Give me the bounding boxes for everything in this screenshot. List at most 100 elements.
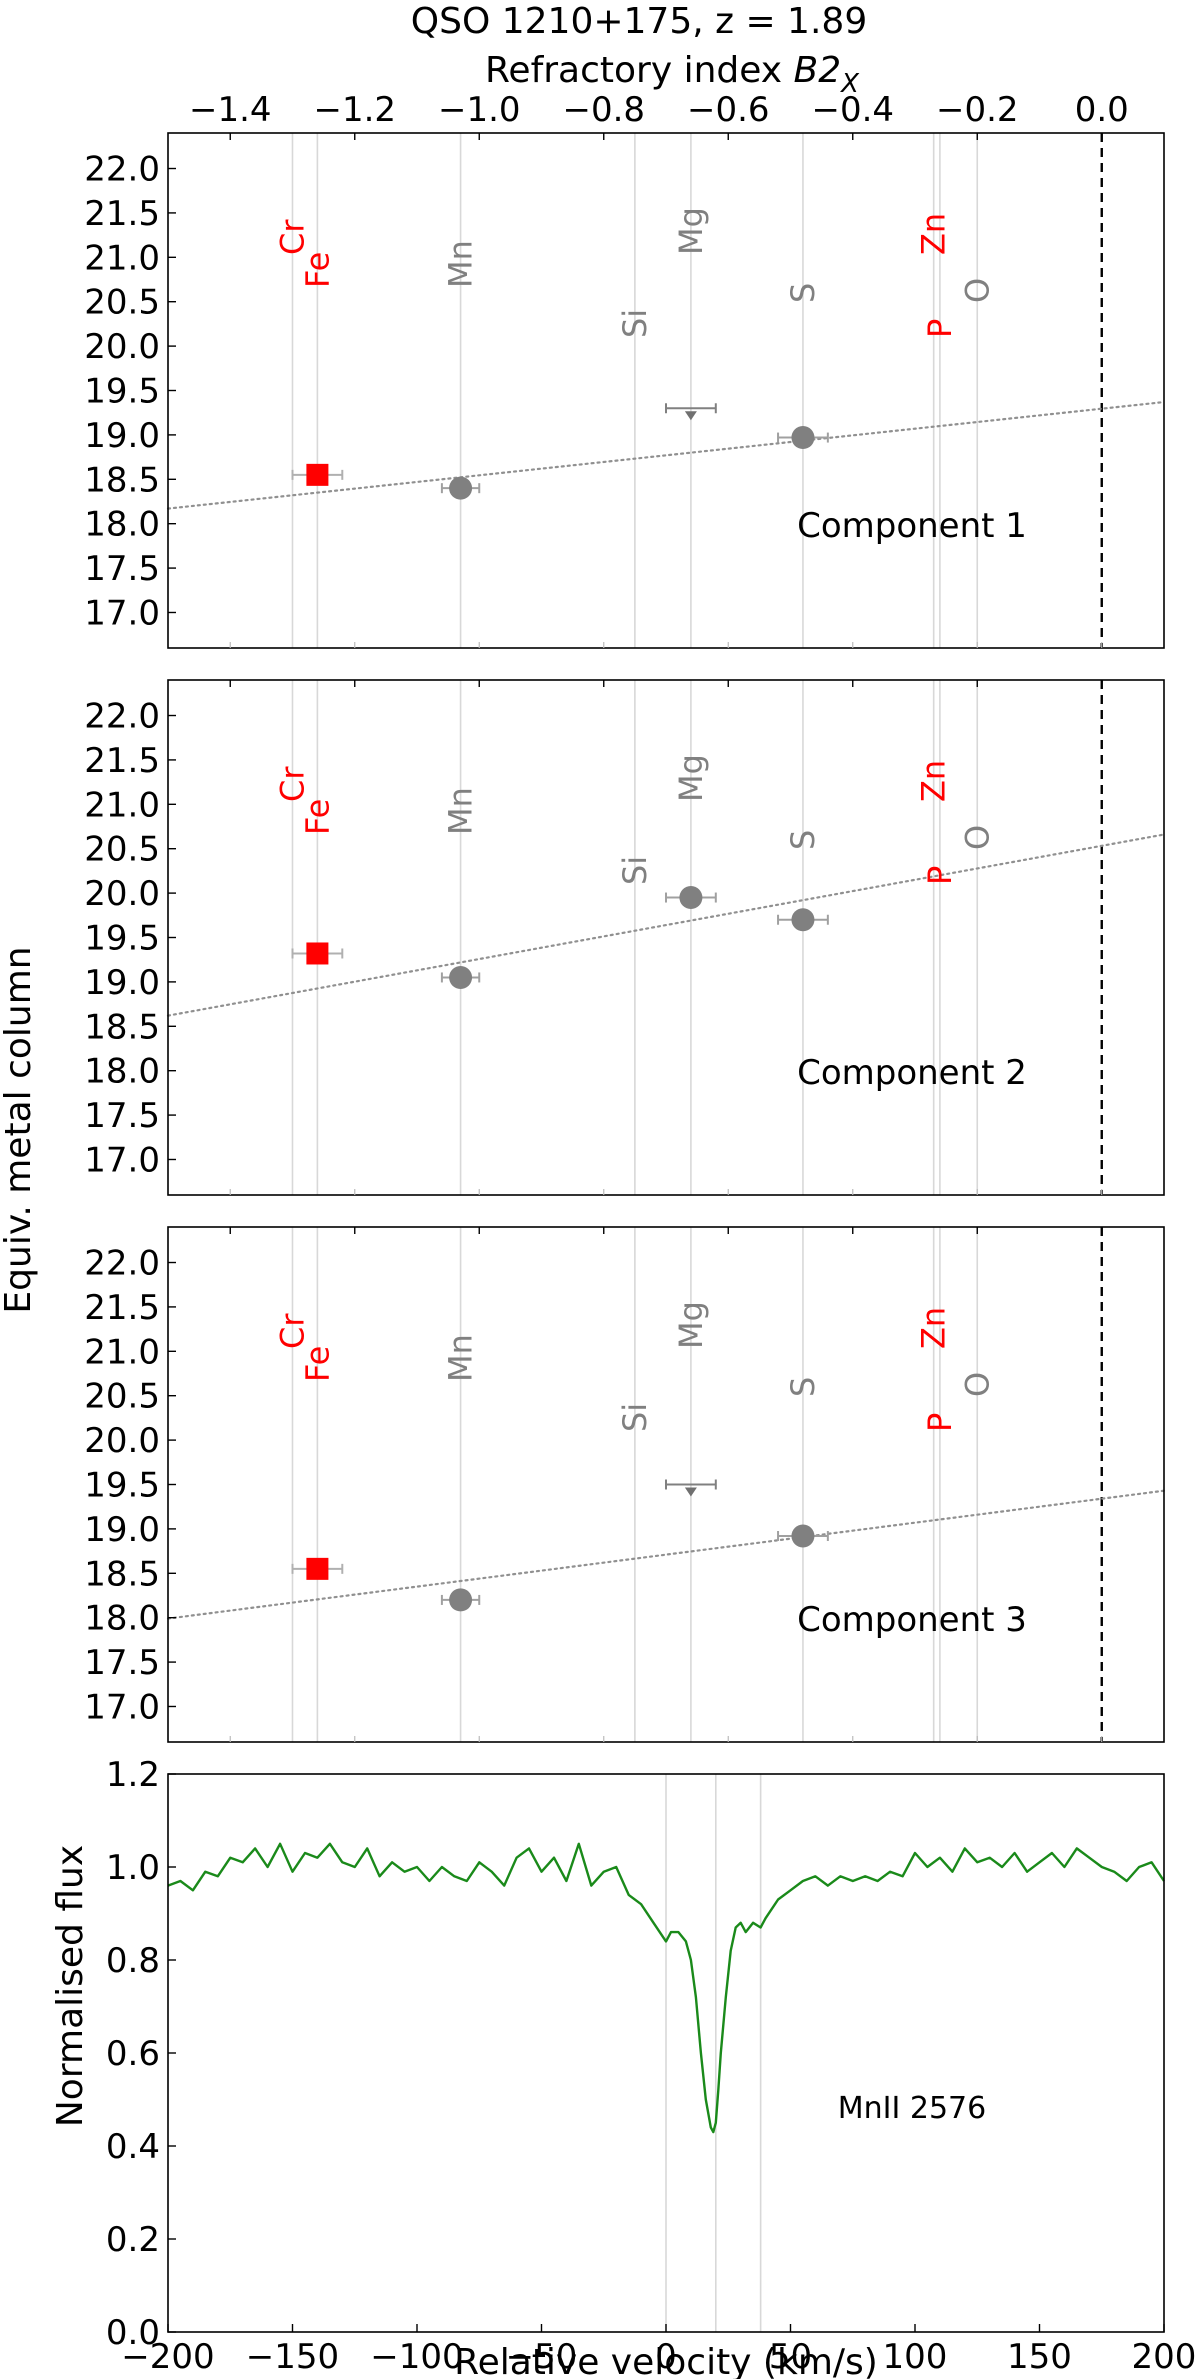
y-tick-label: 19.0 [84, 963, 160, 1003]
x-tick-label: −1.0 [438, 90, 521, 130]
x-tick-label: −200 [121, 2337, 214, 2377]
x-tick-label: −100 [370, 2337, 463, 2377]
data-point-s [791, 426, 815, 450]
data-point-mn [449, 476, 473, 500]
data-point-fe [306, 1557, 329, 1580]
x-tick-label: 150 [1007, 2337, 1072, 2377]
y-tick-label: 0.8 [106, 1941, 160, 1981]
data-point-mn [449, 1588, 473, 1612]
element-label-p: P [921, 866, 959, 885]
y-tick-label: 0.0 [106, 2313, 160, 2353]
element-label-cr: Cr [274, 219, 312, 255]
data-point-fe [306, 463, 329, 486]
y-tick-label: 18.5 [84, 460, 160, 500]
y-tick-label: 20.0 [84, 874, 160, 914]
element-label-si: Si [616, 856, 654, 885]
y-tick-label: 19.0 [84, 416, 160, 456]
x-tick-label: −50 [506, 2337, 578, 2377]
component-label: Component 3 [797, 1600, 1027, 1640]
x-tick-label: −150 [246, 2337, 339, 2377]
upper-limit-arrow-mg [684, 411, 697, 421]
element-label-o: O [958, 1372, 996, 1397]
y-tick-label: 20.0 [84, 327, 160, 367]
left-axis-title: Equiv. metal column [0, 946, 39, 1313]
y-tick-label: 19.5 [84, 372, 160, 412]
x-tick-label: 0 [655, 2337, 677, 2377]
element-label-s: S [784, 283, 822, 303]
figure-title: QSO 1210+175, z = 1.89 [411, 1, 867, 42]
y-tick-label: 19.0 [84, 1510, 160, 1550]
element-label-mg: Mg [672, 1301, 710, 1349]
top-axis-title: Refractory index B2X [485, 50, 860, 99]
fit-line [166, 400, 1166, 510]
element-label-si: Si [616, 309, 654, 338]
y-tick-label: 17.0 [84, 1687, 160, 1727]
fit-line [166, 1489, 1166, 1620]
y-tick-label: 17.0 [84, 1140, 160, 1180]
y-tick-label: 20.0 [84, 1421, 160, 1461]
y-tick-label: 0.6 [106, 2034, 160, 2074]
element-label-zn: Zn [915, 1307, 953, 1349]
data-point-mn [449, 965, 473, 989]
y-tick-label: 19.5 [84, 919, 160, 959]
spectrum-x-title: Relative velocity (km/s) [454, 2342, 878, 2379]
fit-line [166, 833, 1166, 1017]
x-tick-label: −1.4 [189, 90, 272, 130]
element-label-s: S [784, 1377, 822, 1397]
element-label-mg: Mg [672, 207, 710, 255]
spectrum-line [167, 1842, 1166, 2134]
y-tick-label: 18.0 [84, 1052, 160, 1092]
x-tick-label: 0.0 [1075, 90, 1129, 130]
x-tick-label: 100 [883, 2337, 948, 2377]
spectrum-y-title: Normalised flux [50, 1845, 91, 2127]
y-tick-label: 18.0 [84, 505, 160, 545]
y-tick-label: 17.0 [84, 593, 160, 633]
y-tick-label: 21.5 [84, 741, 160, 781]
upper-limit-arrow-mg [684, 1487, 697, 1497]
data-point-mg [679, 886, 703, 910]
y-tick-label: 22.0 [84, 1244, 160, 1284]
element-label-cr: Cr [274, 766, 312, 802]
y-tick-label: 21.0 [84, 238, 160, 278]
y-tick-label: 17.5 [84, 1096, 160, 1136]
element-label-fe: Fe [298, 1346, 336, 1382]
y-tick-label: 21.0 [84, 1332, 160, 1372]
y-tick-label: 20.5 [84, 1377, 160, 1417]
element-label-p: P [921, 1413, 959, 1432]
element-label-si: Si [616, 1403, 654, 1432]
x-tick-label: −0.2 [936, 90, 1019, 130]
y-tick-label: 0.2 [106, 2220, 160, 2260]
element-label-o: O [958, 825, 996, 850]
element-label-zn: Zn [915, 213, 953, 255]
element-label-fe: Fe [298, 799, 336, 835]
y-tick-label: 22.0 [84, 697, 160, 737]
x-tick-label: 50 [769, 2337, 812, 2377]
y-tick-label: 19.5 [84, 1466, 160, 1506]
y-tick-label: 20.5 [84, 283, 160, 323]
y-tick-label: 21.0 [84, 785, 160, 825]
element-label-zn: Zn [915, 760, 953, 802]
element-label-mn: Mn [442, 1334, 480, 1382]
element-label-p: P [921, 319, 959, 338]
spectrum-panel: 0.0 0.2 0.4 0.6 0.8 1.0 1.2 −200 −150 −100 −50 0 50 1… [106, 1755, 1197, 2377]
element-label-mn: Mn [442, 787, 480, 835]
y-tick-label: 17.5 [84, 1643, 160, 1683]
element-label-mn: Mn [442, 240, 480, 288]
y-tick-label: 18.5 [84, 1007, 160, 1047]
element-label-fe: Fe [298, 252, 336, 288]
x-tick-label: 200 [1132, 2337, 1197, 2377]
y-tick-label: 18.0 [84, 1599, 160, 1639]
y-tick-label: 0.4 [106, 2127, 160, 2167]
element-label-o: O [958, 278, 996, 303]
y-tick-label: 20.5 [84, 830, 160, 870]
component-label: Component 1 [797, 506, 1027, 546]
data-point-s [791, 908, 815, 932]
y-tick-label: 18.5 [84, 1554, 160, 1594]
data-point-fe [306, 942, 329, 965]
x-tick-label: −0.6 [687, 90, 770, 130]
